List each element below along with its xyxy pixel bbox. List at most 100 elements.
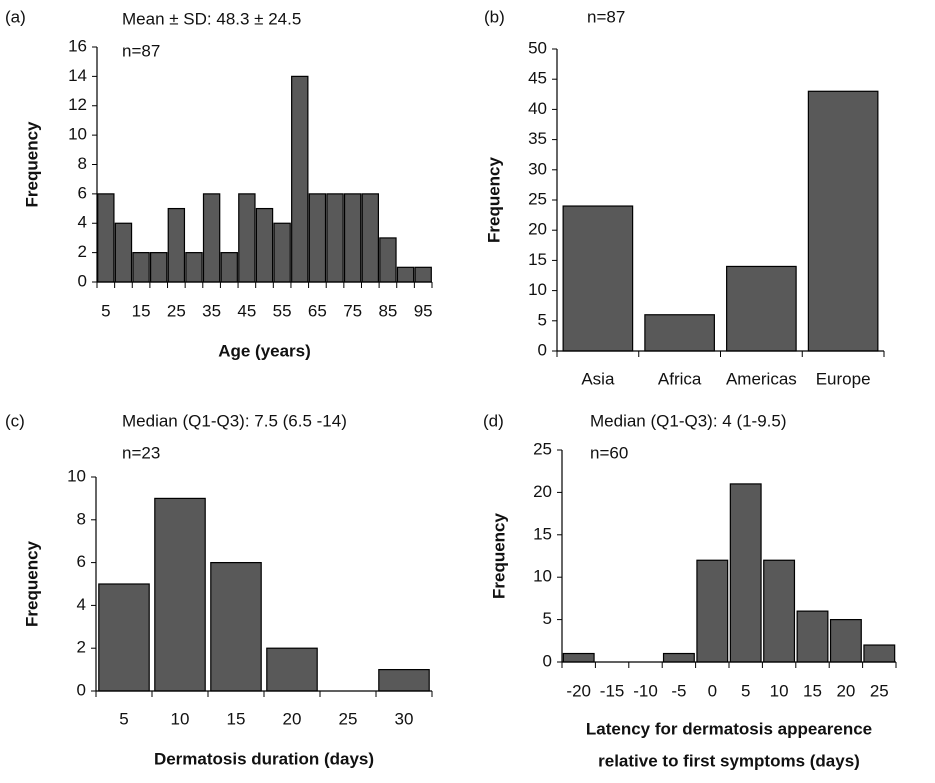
bar xyxy=(255,207,274,283)
y-axis-label: Frequency xyxy=(22,121,41,208)
y-tick-label: 6 xyxy=(77,552,86,571)
annotation: Median (Q1-Q3): 4 (1-9.5) xyxy=(590,411,787,430)
x-tick-label: -20 xyxy=(566,681,591,700)
annotation: n=87 xyxy=(122,41,160,60)
y-tick-label: 14 xyxy=(68,66,87,85)
bar xyxy=(796,610,829,663)
bar xyxy=(308,193,327,283)
y-tick-label: 25 xyxy=(533,439,552,458)
annotation: Mean ± SD: 48.3 ± 24.5 xyxy=(122,9,301,28)
bar xyxy=(696,559,729,663)
bar xyxy=(763,559,796,663)
y-tick-label: 0 xyxy=(78,271,87,290)
x-tick-label: 65 xyxy=(308,301,327,320)
bar xyxy=(185,252,203,283)
y-tick-label: 10 xyxy=(68,125,87,144)
x-tick-label: 15 xyxy=(132,301,151,320)
x-tick-label: 30 xyxy=(395,709,414,728)
x-tick-label: -15 xyxy=(600,681,625,700)
bar xyxy=(379,237,397,283)
y-tick-label: 10 xyxy=(528,280,547,299)
y-tick-label: 4 xyxy=(77,595,86,614)
bar xyxy=(343,193,362,283)
bar xyxy=(807,90,879,352)
bar xyxy=(326,193,344,283)
y-axis-label: Frequency xyxy=(489,512,508,599)
x-tick-label: 20 xyxy=(836,681,855,700)
x-tick-label: 25 xyxy=(339,709,358,728)
bar xyxy=(132,252,150,283)
bar xyxy=(829,618,862,663)
x-axis-label: relative to first symptoms (days) xyxy=(598,751,860,770)
y-tick-label: 4 xyxy=(78,213,87,232)
bar xyxy=(238,193,256,283)
x-tick-label: Europe xyxy=(816,369,871,388)
bar xyxy=(202,193,221,283)
annotation: n=87 xyxy=(587,7,625,26)
bar xyxy=(863,644,896,663)
y-tick-label: 20 xyxy=(528,220,547,239)
panel-label: (c) xyxy=(5,411,25,430)
y-tick-label: 30 xyxy=(528,159,547,178)
annotation: Median (Q1-Q3): 7.5 (6.5 -14) xyxy=(122,411,347,430)
x-axis-label: Dermatosis duration (days) xyxy=(154,749,374,768)
y-tick-label: 5 xyxy=(538,310,547,329)
bar xyxy=(291,75,309,283)
x-tick-label: 10 xyxy=(770,681,789,700)
y-tick-label: 0 xyxy=(77,680,86,699)
x-tick-label: -5 xyxy=(671,681,686,700)
bar xyxy=(396,266,415,283)
x-tick-label: 15 xyxy=(803,681,822,700)
x-tick-label: 25 xyxy=(167,301,186,320)
y-axis-label: Frequency xyxy=(484,156,503,243)
x-tick-label: 20 xyxy=(283,709,302,728)
panel-label: (a) xyxy=(5,7,26,26)
bar xyxy=(266,647,318,692)
y-tick-label: 50 xyxy=(528,38,547,57)
annotation: n=23 xyxy=(122,443,160,462)
x-axis-label: Latency for dermatosis appearence xyxy=(586,719,872,738)
y-tick-label: 8 xyxy=(78,154,87,173)
x-tick-label: 55 xyxy=(273,301,292,320)
y-tick-label: 10 xyxy=(67,466,86,485)
y-tick-label: 5 xyxy=(543,609,552,628)
y-tick-label: 20 xyxy=(533,482,552,501)
bar xyxy=(644,314,715,352)
y-tick-label: 8 xyxy=(77,509,86,528)
bar xyxy=(729,483,762,663)
x-tick-label: 45 xyxy=(237,301,256,320)
bar xyxy=(414,266,432,283)
x-tick-label: 95 xyxy=(414,301,433,320)
x-axis-label: Age (years) xyxy=(218,341,311,360)
bar xyxy=(220,252,238,283)
x-tick-label: 5 xyxy=(119,709,128,728)
panel-label: (b) xyxy=(484,7,505,26)
bar xyxy=(562,205,634,352)
x-tick-label: 25 xyxy=(870,681,889,700)
x-tick-label: 10 xyxy=(171,709,190,728)
bar xyxy=(562,652,595,663)
y-tick-label: 15 xyxy=(533,524,552,543)
y-tick-label: 40 xyxy=(528,99,547,118)
bar xyxy=(98,583,150,692)
x-tick-label: 75 xyxy=(343,301,362,320)
bar xyxy=(210,561,262,692)
x-tick-label: 5 xyxy=(101,301,110,320)
x-tick-label: Africa xyxy=(658,369,702,388)
x-tick-label: 85 xyxy=(378,301,397,320)
bar xyxy=(726,265,797,352)
bar xyxy=(662,652,695,663)
y-tick-label: 15 xyxy=(528,250,547,269)
x-tick-label: 5 xyxy=(741,681,750,700)
x-tick-label: 35 xyxy=(202,301,221,320)
x-tick-label: Asia xyxy=(581,369,615,388)
bar xyxy=(154,497,206,692)
annotation: n=60 xyxy=(590,443,628,462)
x-tick-label: 0 xyxy=(708,681,717,700)
x-tick-label: -10 xyxy=(633,681,658,700)
y-tick-label: 2 xyxy=(78,242,87,261)
y-tick-label: 6 xyxy=(78,183,87,202)
y-tick-label: 10 xyxy=(533,567,552,586)
x-tick-label: 15 xyxy=(227,709,246,728)
